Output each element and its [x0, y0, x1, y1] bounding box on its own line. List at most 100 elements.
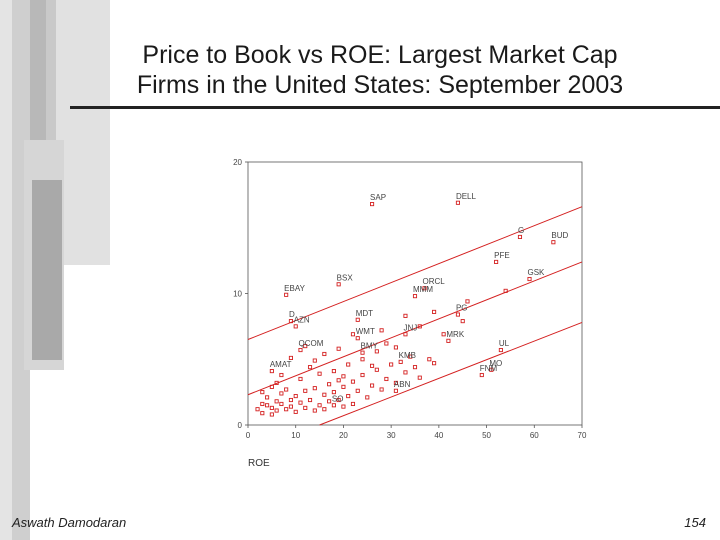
data-point	[274, 380, 279, 385]
data-points	[255, 200, 556, 417]
x-tick-label: 40	[434, 431, 443, 440]
data-point	[284, 407, 289, 412]
regression-line	[247, 206, 583, 340]
data-point	[331, 369, 336, 374]
data-point	[279, 391, 284, 396]
data-point	[293, 409, 298, 414]
data-point	[350, 379, 356, 384]
data-point	[360, 350, 365, 355]
data-point	[346, 394, 351, 399]
point-label: PG	[456, 304, 468, 313]
y-tick-label: 0	[238, 421, 243, 430]
data-point	[393, 345, 398, 350]
data-point	[312, 386, 317, 391]
point-label: G	[518, 226, 524, 235]
data-point	[432, 309, 437, 314]
x-axis-ticks: 0 10 20 30 40 50 60 70	[246, 425, 587, 440]
data-point	[379, 328, 384, 333]
data-point	[403, 313, 408, 318]
data-point	[465, 299, 470, 304]
y-axis-ticks: 0 10 20	[233, 158, 248, 430]
data-point	[260, 411, 265, 416]
data-point	[279, 372, 284, 378]
data-point	[312, 408, 317, 413]
data-point	[374, 349, 379, 354]
x-tick-label: 50	[482, 431, 491, 440]
data-point	[370, 383, 375, 388]
data-point	[355, 317, 360, 322]
data-point	[269, 369, 274, 374]
data-point	[307, 365, 313, 370]
data-point	[412, 294, 418, 299]
data-point	[498, 347, 503, 353]
data-point	[293, 394, 298, 399]
x-tick-label: 20	[339, 431, 348, 440]
data-point	[269, 384, 274, 389]
data-point	[479, 372, 484, 378]
data-point	[432, 361, 437, 366]
data-point	[341, 374, 346, 379]
data-point	[441, 332, 446, 337]
data-point	[288, 319, 293, 324]
point-label: PFE	[494, 251, 510, 260]
data-point	[274, 399, 279, 404]
point-label: GSK	[528, 268, 546, 277]
data-point	[494, 259, 499, 264]
data-point	[265, 403, 270, 408]
data-point	[331, 390, 336, 395]
data-point	[284, 292, 289, 297]
x-tick-label: 60	[530, 431, 539, 440]
data-point	[517, 234, 523, 240]
point-label: FNM	[480, 364, 498, 373]
data-point	[265, 395, 270, 400]
point-label: QCOM	[298, 339, 323, 348]
data-point	[427, 357, 432, 362]
data-point	[350, 332, 356, 337]
y-tick-label: 20	[233, 158, 242, 167]
data-point	[307, 397, 313, 403]
data-point	[284, 387, 289, 392]
data-point	[446, 338, 451, 343]
data-point	[393, 380, 398, 385]
data-point	[331, 403, 336, 408]
point-label: BSX	[337, 273, 354, 282]
data-point	[412, 365, 418, 370]
point-label: SAP	[370, 193, 386, 202]
data-point	[384, 341, 389, 346]
data-point	[370, 202, 375, 207]
author-credit: Aswath Damodaran	[12, 515, 127, 530]
data-point	[408, 354, 413, 359]
point-label: UL	[499, 339, 510, 348]
data-point	[260, 390, 265, 395]
y-tick-label: 10	[233, 290, 242, 299]
point-label: BUD	[551, 231, 568, 240]
data-point	[384, 376, 389, 382]
data-point	[288, 404, 293, 409]
data-point	[293, 324, 298, 329]
x-tick-label: 70	[578, 431, 587, 440]
data-point	[398, 359, 403, 364]
data-point	[417, 324, 422, 329]
data-point	[327, 382, 332, 387]
data-point	[341, 384, 346, 389]
point-label: ABN	[394, 380, 411, 389]
data-point	[322, 392, 327, 397]
data-point	[274, 408, 279, 413]
data-point	[288, 397, 293, 403]
data-point	[365, 395, 370, 400]
data-point	[455, 312, 460, 317]
data-point	[336, 397, 341, 403]
slide-title-line1: Price to Book vs ROE: Largest Market Cap	[142, 41, 618, 69]
point-label: ORCL	[423, 277, 446, 286]
data-point	[303, 405, 308, 410]
point-label: MRK	[446, 330, 464, 339]
point-label: WMT	[356, 327, 375, 336]
data-point	[312, 358, 317, 363]
regression-line	[247, 261, 583, 396]
data-point	[298, 347, 303, 353]
point-label: MMM	[413, 285, 433, 294]
data-point	[355, 336, 360, 341]
data-point	[298, 400, 303, 405]
point-label: DELL	[456, 192, 477, 201]
page-number: 154	[684, 515, 706, 530]
